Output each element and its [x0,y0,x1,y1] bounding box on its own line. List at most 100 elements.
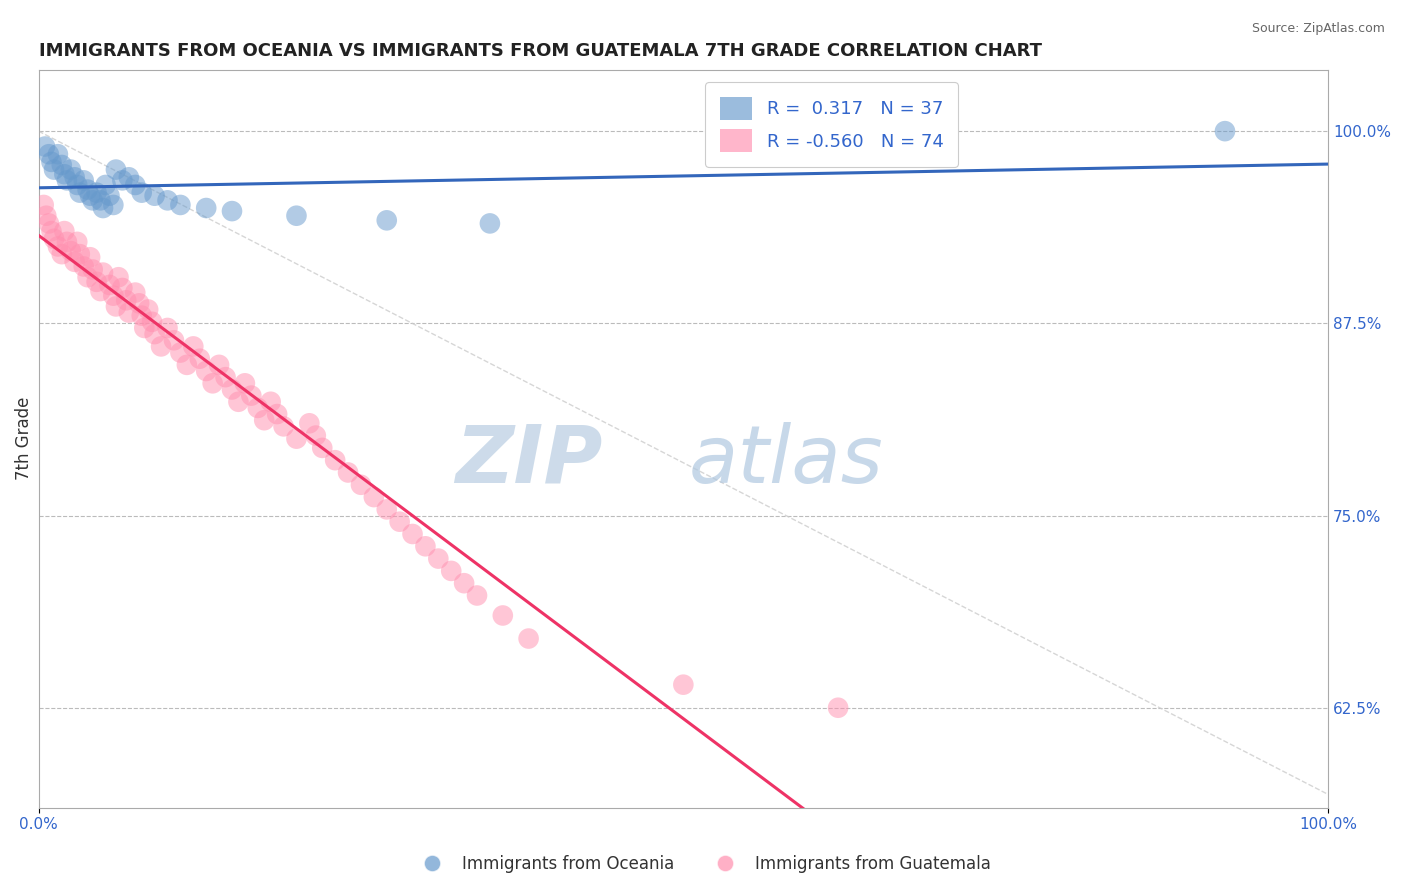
Point [66,178,89,192]
Point [86,275,108,289]
Point [63,255,86,269]
Point [51,158,73,172]
Point [453,576,475,591]
Point [375,502,398,516]
Point [79,188,101,202]
Point [350,477,373,491]
Point [228,394,250,409]
Point [46,147,69,161]
Point [41,224,63,238]
Point [305,428,328,442]
Point [195,364,218,378]
Point [38,147,60,161]
Point [163,333,186,347]
Point [103,198,125,212]
Y-axis label: 7th Grade: 7th Grade [15,397,32,481]
Point [111,173,134,187]
Point [375,213,398,227]
Point [38,216,60,230]
Point [201,376,224,391]
Point [208,358,231,372]
Point [34,139,56,153]
Point [73,173,96,187]
Point [1213,124,1236,138]
Point [143,327,166,342]
Point [98,277,121,292]
Point [91,201,114,215]
Point [73,260,96,274]
Text: IMMIGRANTS FROM OCEANIA VS IMMIGRANTS FROM GUATEMALA 7TH GRADE CORRELATION CHART: IMMIGRANTS FROM OCEANIA VS IMMIGRANTS FR… [38,42,1042,60]
Point [169,345,191,359]
Point [221,383,243,397]
Point [89,284,111,298]
Point [260,394,283,409]
Point [478,216,501,230]
Point [53,224,76,238]
Point [82,262,104,277]
Point [246,401,269,415]
Point [82,194,104,208]
Point [69,186,91,200]
Point [176,358,198,372]
Point [104,300,127,314]
Point [214,370,236,384]
Point [266,407,288,421]
Point [111,281,134,295]
Point [156,321,179,335]
Point [35,209,58,223]
Point [188,351,211,366]
Point [285,432,308,446]
Point [76,270,98,285]
Point [156,194,179,208]
Point [104,162,127,177]
Point [63,170,86,185]
Legend: Immigrants from Oceania, Immigrants from Guatemala: Immigrants from Oceania, Immigrants from… [409,848,997,880]
Point [124,285,146,300]
Point [131,186,153,200]
Point [904,147,927,161]
Point [115,293,138,308]
Point [59,162,82,177]
Point [240,389,263,403]
Point [56,235,79,249]
Point [42,162,65,177]
Point [89,194,111,208]
Point [169,198,191,212]
Point [253,413,276,427]
Point [51,247,73,261]
Point [134,321,156,335]
Point [42,232,65,246]
Point [41,155,63,169]
Point [59,244,82,258]
Point [285,209,308,223]
Point [69,247,91,261]
Text: Source: ZipAtlas.com: Source: ZipAtlas.com [1251,22,1385,36]
Point [337,466,360,480]
Point [298,417,321,431]
Point [415,539,437,553]
Point [273,419,295,434]
Point [107,270,129,285]
Point [53,167,76,181]
Point [118,305,141,319]
Text: ZIP: ZIP [456,422,602,500]
Point [56,173,79,187]
Point [79,250,101,264]
Point [131,309,153,323]
Point [141,315,163,329]
Point [46,239,69,253]
Text: atlas: atlas [689,422,884,500]
Point [311,441,333,455]
Point [118,170,141,185]
Point [66,235,89,249]
Point [94,178,117,192]
Point [233,376,256,391]
Point [465,589,488,603]
Point [672,678,695,692]
Legend: R =  0.317   N = 37, R = -0.560   N = 74: R = 0.317 N = 37, R = -0.560 N = 74 [706,82,957,167]
Point [363,490,385,504]
Point [323,453,346,467]
Point [76,183,98,197]
Point [827,700,849,714]
Point [440,564,463,578]
